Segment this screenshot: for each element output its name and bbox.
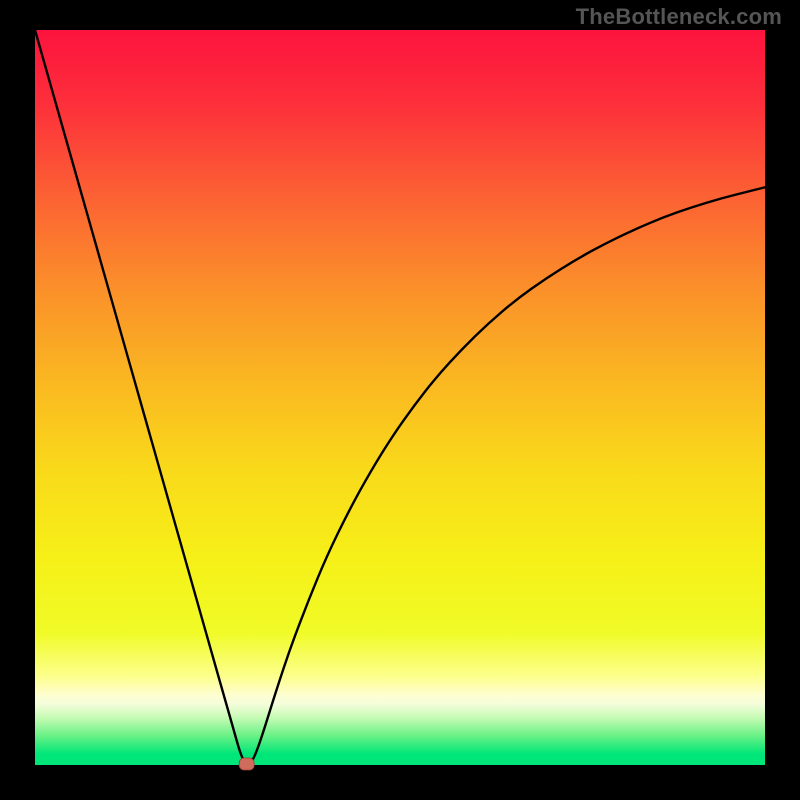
- optimal-point-marker: [239, 758, 254, 770]
- chart-frame: TheBottleneck.com: [0, 0, 800, 800]
- watermark-text: TheBottleneck.com: [576, 4, 782, 30]
- chart-svg: [0, 0, 800, 800]
- plot-background: [35, 30, 765, 765]
